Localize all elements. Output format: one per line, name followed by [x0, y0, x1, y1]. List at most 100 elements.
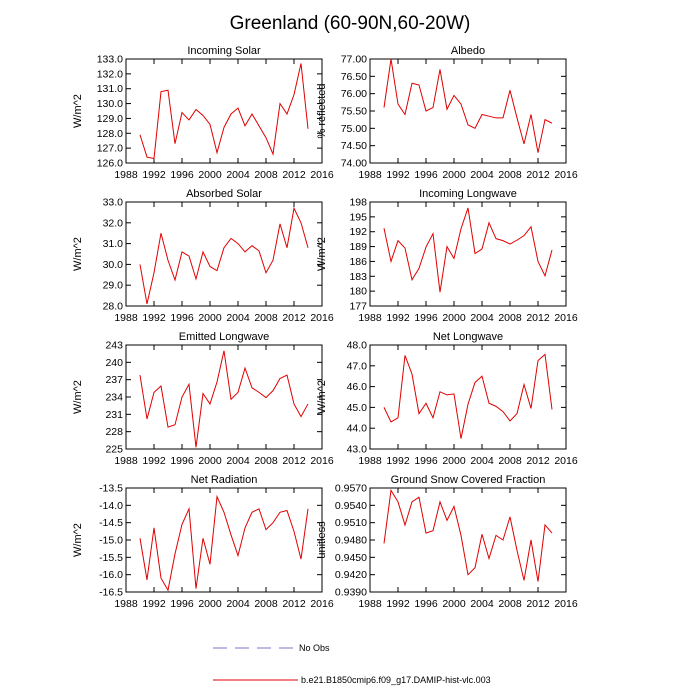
panel-title: Albedo: [451, 45, 485, 57]
y-tick-label: 0.9570: [335, 483, 367, 495]
y-tick-label: 28.0: [103, 301, 124, 313]
x-tick-label: 1992: [142, 169, 166, 181]
x-tick-label: 2008: [498, 312, 522, 324]
x-tick-label: 2016: [554, 455, 578, 467]
x-tick-label: 2008: [254, 598, 278, 610]
x-tick-label: 1996: [414, 598, 438, 610]
y-tick-label: 48.0: [347, 340, 368, 352]
plot-frame: [125, 201, 323, 307]
y-tick-label: 29.0: [103, 280, 124, 292]
series-line: [139, 63, 309, 160]
figure-title: Greenland (60-90N,60-20W): [230, 13, 471, 34]
series-line: [383, 58, 553, 153]
y-tick-label: 43.0: [347, 444, 368, 456]
y-tick-label: 195: [349, 211, 367, 223]
y-tick-label: 126.0: [97, 158, 123, 170]
y-tick-label: 131.0: [97, 83, 123, 95]
series-line: [139, 494, 309, 592]
x-tick-label: 1996: [170, 169, 194, 181]
x-tick-label: 2008: [254, 455, 278, 467]
x-tick-label: 2012: [526, 598, 550, 610]
x-tick-label: 1996: [170, 455, 194, 467]
series-line: [139, 350, 309, 448]
x-tick-label: 1988: [358, 455, 382, 467]
y-tick-label: 47.0: [347, 360, 368, 372]
x-tick-label: 2000: [198, 169, 222, 181]
y-tick-label: -16.5: [99, 587, 123, 599]
y-tick-label: 74.00: [341, 158, 367, 170]
y-axis-label: W/m^2: [72, 523, 84, 557]
x-tick-label: 2008: [498, 455, 522, 467]
y-tick-label: 133.0: [97, 54, 123, 66]
panel-title: Incoming Solar: [187, 45, 261, 57]
y-tick-label: 32.0: [103, 217, 124, 229]
y-axis-label: unitless: [316, 521, 328, 559]
x-tick-label: 1988: [114, 598, 138, 610]
x-tick-label: 2008: [498, 169, 522, 181]
x-tick-label: 1992: [386, 312, 410, 324]
y-tick-label: 0.9420: [335, 569, 367, 581]
x-tick-label: 2016: [310, 598, 334, 610]
y-tick-label: 44.0: [347, 423, 368, 435]
panel-title: Net Longwave: [433, 331, 503, 343]
panel-incoming-solar: Incoming Solar 1988 1992 1996 2000 2004 2008 20…: [72, 45, 334, 181]
x-tick-label: 2016: [554, 169, 578, 181]
y-tick-label: -13.5: [99, 483, 123, 495]
y-tick-label: 192: [349, 226, 367, 238]
panel-ground-snow-covered-fraction: Ground Snow Covered Fraction 1988 1992 1996…: [316, 474, 578, 610]
x-tick-label: 1996: [414, 312, 438, 324]
x-tick-label: 2000: [198, 598, 222, 610]
x-tick-label: 2000: [442, 169, 466, 181]
panel-albedo: Albedo 1988 1992 1996 2000 2004 2008 2012 2016 74…: [316, 45, 578, 181]
series-line: [383, 353, 553, 439]
x-tick-label: 1992: [142, 598, 166, 610]
y-tick-label: 129.0: [97, 113, 123, 125]
x-tick-label: 2008: [254, 312, 278, 324]
y-tick-label: 45.0: [347, 402, 368, 414]
y-tick-label: 127.0: [97, 143, 123, 155]
y-tick-label: -14.0: [99, 500, 123, 512]
x-tick-label: 2012: [282, 169, 306, 181]
x-tick-label: 1988: [114, 169, 138, 181]
legend: No Obs b.e21.B1850cmip6.f09_g17.DAMIP-hi…: [213, 643, 491, 685]
x-tick-label: 2004: [226, 312, 250, 324]
y-tick-label: 225: [105, 444, 123, 456]
y-tick-label: 228: [105, 426, 123, 438]
x-tick-label: 1992: [142, 455, 166, 467]
x-tick-label: 2012: [282, 598, 306, 610]
x-tick-label: 1992: [142, 312, 166, 324]
x-tick-label: 2016: [310, 312, 334, 324]
panel-title: Absorbed Solar: [186, 188, 262, 200]
y-tick-label: 46.0: [347, 381, 368, 393]
x-tick-label: 2012: [282, 455, 306, 467]
x-tick-label: 2016: [554, 312, 578, 324]
panel-net-longwave: Net Longwave 1988 1992 1996 2000 2004 2008 2012…: [316, 331, 578, 467]
x-tick-label: 1996: [414, 455, 438, 467]
x-tick-label: 2000: [198, 312, 222, 324]
y-tick-label: 132.0: [97, 68, 123, 80]
plot-frame: [369, 201, 567, 307]
x-tick-label: 1996: [170, 312, 194, 324]
y-tick-label: 240: [105, 357, 123, 369]
panel-emitted-longwave: Emitted Longwave 1988 1992 1996 2000 2004 2008…: [72, 331, 334, 467]
y-tick-label: 75.50: [341, 106, 367, 118]
y-tick-label: -16.0: [99, 569, 123, 581]
y-tick-label: 128.0: [97, 128, 123, 140]
x-tick-label: 1996: [170, 598, 194, 610]
legend-label-obs: No Obs: [299, 643, 330, 653]
y-tick-label: 237: [105, 374, 123, 386]
y-tick-label: 74.50: [341, 140, 367, 152]
x-tick-label: 2000: [442, 598, 466, 610]
x-tick-label: 1992: [386, 598, 410, 610]
x-tick-label: 2004: [226, 455, 250, 467]
x-tick-label: 2000: [442, 455, 466, 467]
y-tick-label: -15.0: [99, 535, 123, 547]
x-tick-label: 1988: [358, 169, 382, 181]
x-tick-label: 1992: [386, 169, 410, 181]
y-tick-label: 76.50: [341, 71, 367, 83]
y-tick-label: 76.00: [341, 88, 367, 100]
plot-frame: [125, 58, 323, 164]
x-tick-label: 2000: [442, 312, 466, 324]
panel-title: Incoming Longwave: [419, 188, 517, 200]
